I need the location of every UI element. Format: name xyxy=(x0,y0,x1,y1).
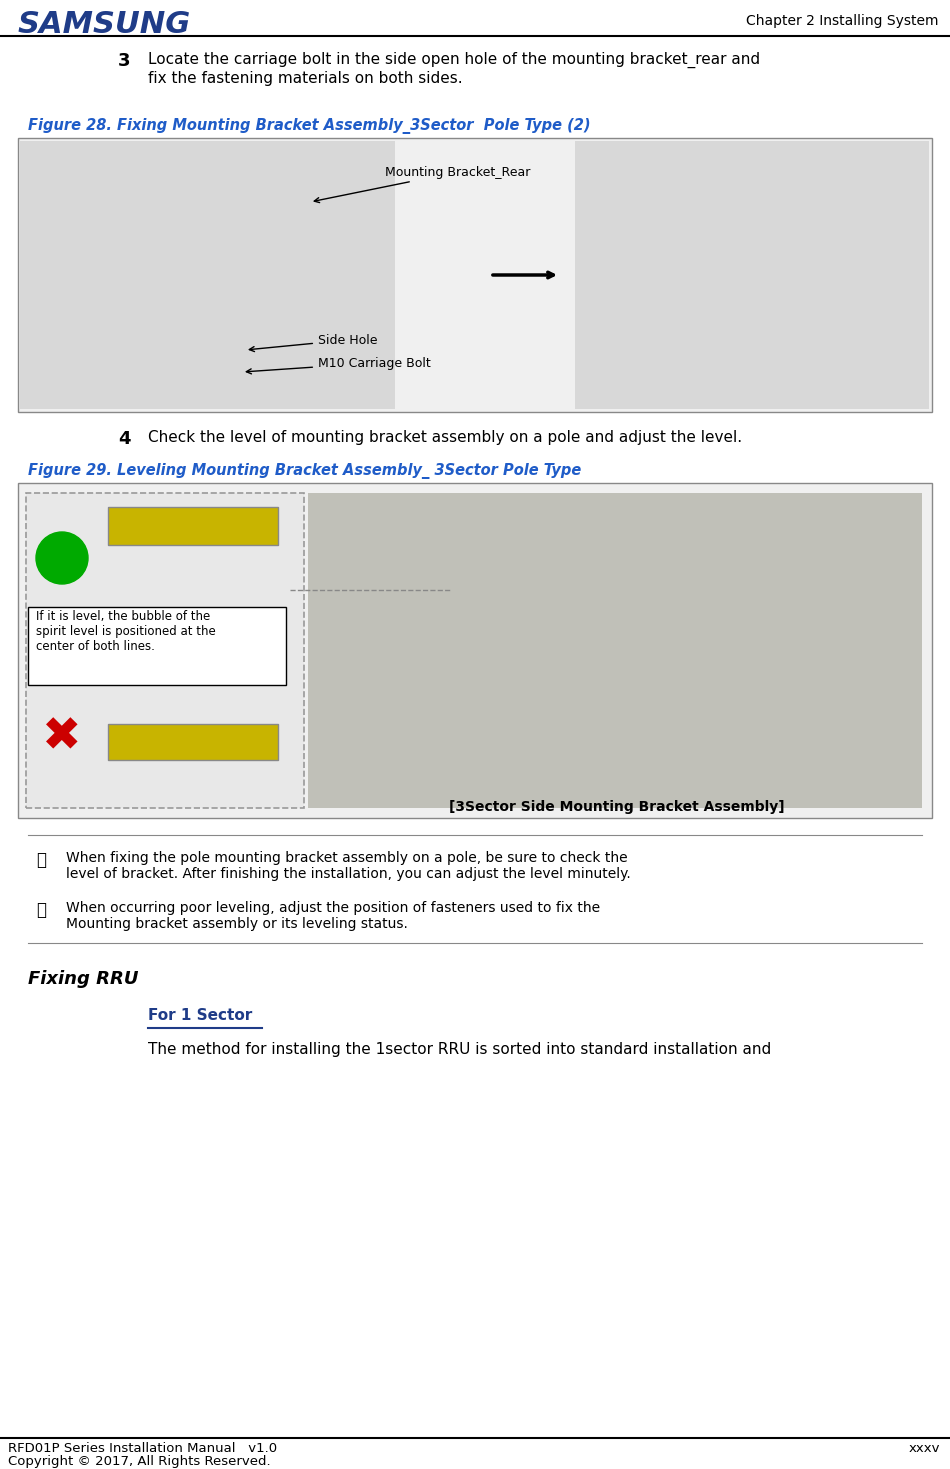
Text: When occurring poor leveling, adjust the position of fasteners used to fix the
M: When occurring poor leveling, adjust the… xyxy=(66,900,600,931)
Text: RFD01P Series Installation Manual   v1.0: RFD01P Series Installation Manual v1.0 xyxy=(8,1443,277,1454)
Text: Copyright © 2017, All Rights Reserved.: Copyright © 2017, All Rights Reserved. xyxy=(8,1454,271,1468)
Text: xxxv: xxxv xyxy=(908,1443,940,1454)
Text: The method for installing the 1sector RRU is sorted into standard installation a: The method for installing the 1sector RR… xyxy=(148,1042,771,1058)
Text: When fixing the pole mounting bracket assembly on a pole, be sure to check the
l: When fixing the pole mounting bracket as… xyxy=(66,851,631,881)
Text: SAMSUNG: SAMSUNG xyxy=(18,10,191,40)
Text: M10 Carriage Bolt: M10 Carriage Bolt xyxy=(246,357,430,375)
Text: For 1 Sector: For 1 Sector xyxy=(148,1008,253,1022)
Text: 📝: 📝 xyxy=(36,851,46,870)
Text: Mounting Bracket_Rear: Mounting Bracket_Rear xyxy=(314,166,530,203)
Text: 3: 3 xyxy=(118,51,130,71)
Bar xyxy=(18,483,932,818)
Bar xyxy=(28,607,286,685)
Text: Check the level of mounting bracket assembly on a pole and adjust the level.: Check the level of mounting bracket asse… xyxy=(148,430,742,445)
Text: Side Hole: Side Hole xyxy=(249,333,377,351)
Text: Chapter 2 Installing System: Chapter 2 Installing System xyxy=(746,15,938,28)
Bar xyxy=(575,141,929,408)
Circle shape xyxy=(36,532,88,585)
Text: 4: 4 xyxy=(118,430,130,448)
Text: Figure 28. Fixing Mounting Bracket Assembly_3Sector  Pole Type (2): Figure 28. Fixing Mounting Bracket Assem… xyxy=(28,118,591,134)
Text: If it is level, the bubble of the
spirit level is positioned at the
center of bo: If it is level, the bubble of the spirit… xyxy=(36,610,216,654)
Text: Figure 29. Leveling Mounting Bracket Assembly_ 3Sector Pole Type: Figure 29. Leveling Mounting Bracket Ass… xyxy=(28,463,581,479)
Bar xyxy=(108,724,278,759)
Bar xyxy=(26,494,304,808)
Bar xyxy=(308,494,922,808)
Bar xyxy=(20,141,395,408)
Bar xyxy=(108,507,278,545)
Text: 📝: 📝 xyxy=(36,900,46,920)
Text: Locate the carriage bolt in the side open hole of the mounting bracket_rear and
: Locate the carriage bolt in the side ope… xyxy=(148,51,760,85)
Bar xyxy=(18,138,932,411)
Text: Fixing RRU: Fixing RRU xyxy=(28,970,139,989)
Text: ✖: ✖ xyxy=(42,715,82,761)
Text: [3Sector Side Mounting Bracket Assembly]: [3Sector Side Mounting Bracket Assembly] xyxy=(449,801,785,814)
